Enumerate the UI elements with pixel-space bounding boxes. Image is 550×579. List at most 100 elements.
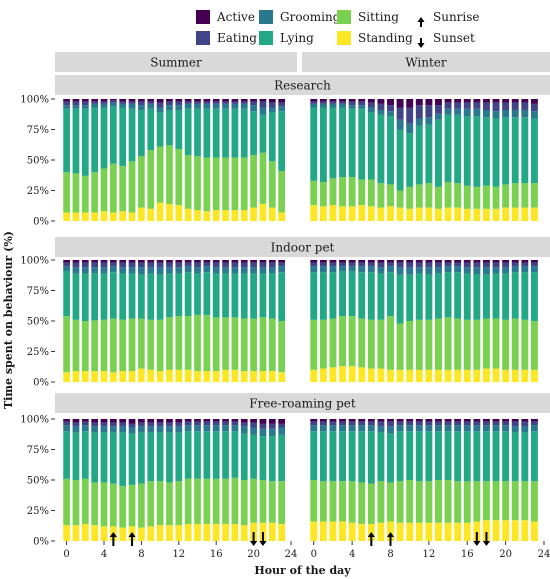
bar-research-summer-h10-lying	[156, 112, 164, 147]
bar-research-summer-h14-standing	[194, 210, 201, 221]
bar-research-summer-h19-eating	[240, 101, 248, 104]
bar-indoor-pet-summer-h2-eating	[81, 262, 89, 268]
bar-indoor-pet-summer-h9-eating	[147, 262, 155, 268]
bar-indoor-pet-summer-h11-grooming	[166, 267, 173, 274]
bar-free-roaming-pet-winter-h2-lying	[329, 431, 337, 482]
bar-research-winter-h1-grooming	[319, 103, 327, 108]
bar-indoor-pet-summer-h18-grooming	[231, 267, 239, 274]
bar-research-winter-h0-eating	[310, 101, 318, 104]
bar-free-roaming-pet-winter-h1-active	[319, 419, 327, 422]
bar-free-roaming-pet-summer-h21-sitting	[259, 480, 267, 523]
bar-free-roaming-pet-summer-h19-active	[240, 419, 248, 423]
bar-indoor-pet-winter-h4-lying	[348, 270, 356, 317]
bar-research-summer-h17-standing	[222, 210, 229, 221]
bar-indoor-pet-winter-h13-lying	[435, 273, 442, 319]
bar-free-roaming-pet-winter-h5-grooming	[358, 425, 366, 432]
bar-indoor-pet-summer-h22-grooming	[268, 267, 276, 274]
bar-free-roaming-pet-summer-h8-grooming	[138, 426, 145, 433]
bar-research-summer-h14-active	[194, 99, 201, 102]
bar-indoor-pet-summer-h5-active	[109, 260, 117, 263]
bar-research-summer-h4-eating	[100, 101, 108, 104]
bar-indoor-pet-winter-h6-active	[367, 260, 375, 263]
bar-indoor-pet-summer-h0-lying	[63, 270, 70, 317]
bar-indoor-pet-summer-h16-lying	[212, 273, 220, 318]
bar-research-winter-h9-active	[396, 99, 404, 108]
bar-free-roaming-pet-winter-h11-eating	[415, 421, 423, 426]
bar-free-roaming-pet-summer-h9-grooming	[147, 426, 155, 433]
bar-indoor-pet-winter-h9-active	[396, 260, 404, 263]
panel-indoor-pet-winter	[310, 260, 538, 382]
bar-research-winter-h2-eating	[329, 101, 337, 104]
bar-indoor-pet-summer-h2-sitting	[81, 321, 89, 372]
bar-indoor-pet-winter-h17-standing	[473, 369, 481, 382]
bar-research-winter-h10-sitting	[406, 186, 414, 209]
bar-research-winter-h6-grooming	[367, 107, 375, 113]
x-tick-label: 24	[285, 549, 298, 560]
bar-free-roaming-pet-winter-h9-sitting	[396, 481, 404, 523]
bar-research-summer-h23-active	[278, 99, 286, 103]
y-tick-label: 100%	[20, 95, 49, 106]
bar-free-roaming-pet-summer-h10-eating	[156, 422, 164, 427]
legend-label-grooming: Grooming	[280, 10, 341, 24]
bar-research-winter-h21-sitting	[511, 183, 519, 208]
bar-research-summer-h19-active	[240, 99, 248, 102]
bar-free-roaming-pet-summer-h3-lying	[91, 432, 99, 483]
bar-indoor-pet-winter-h6-standing	[367, 368, 375, 382]
bar-free-roaming-pet-summer-h23-active	[278, 419, 286, 424]
bar-research-winter-h17-sitting	[473, 186, 481, 209]
bar-free-roaming-pet-summer-h11-eating	[166, 422, 173, 427]
sunset-marker-summer-21	[259, 532, 267, 546]
bar-research-summer-h15-standing	[203, 211, 211, 221]
bar-research-winter-h15-sitting	[454, 183, 462, 208]
bar-research-winter-h1-active	[319, 99, 327, 102]
sunrise-marker-summer-7-head	[128, 532, 136, 537]
bar-research-winter-h9-eating	[396, 107, 404, 120]
bar-indoor-pet-winter-h4-sitting	[348, 316, 356, 367]
bar-research-summer-h13-standing	[184, 208, 192, 221]
bar-free-roaming-pet-summer-h15-grooming	[203, 425, 211, 432]
bar-indoor-pet-summer-h16-sitting	[212, 317, 220, 372]
bar-research-summer-h2-active	[81, 99, 89, 102]
bar-research-summer-h23-standing	[278, 212, 286, 221]
bar-research-winter-h18-eating	[482, 102, 490, 110]
bar-free-roaming-pet-winter-h18-eating	[482, 421, 490, 426]
y-tick-label: 75%	[27, 445, 49, 456]
bar-research-winter-h17-lying	[473, 116, 481, 187]
bar-free-roaming-pet-winter-h19-active	[492, 419, 500, 422]
bar-research-summer-h16-grooming	[212, 103, 220, 109]
bar-research-winter-h11-sitting	[415, 184, 423, 208]
bar-free-roaming-pet-summer-h23-lying	[278, 434, 286, 482]
bar-research-summer-h1-lying	[72, 108, 80, 174]
x-tick-label: 8	[138, 549, 144, 560]
bar-indoor-pet-winter-h12-lying	[425, 274, 433, 320]
bar-free-roaming-pet-summer-h14-sitting	[194, 478, 201, 524]
bar-indoor-pet-summer-h21-sitting	[259, 317, 267, 372]
bar-free-roaming-pet-summer-h14-active	[194, 419, 201, 422]
bar-free-roaming-pet-winter-h10-sitting	[406, 480, 414, 523]
x-tick-label: 16	[461, 549, 474, 560]
bar-indoor-pet-summer-h10-eating	[156, 262, 164, 268]
bar-indoor-pet-summer-h17-active	[222, 260, 229, 263]
bar-indoor-pet-winter-h9-grooming	[396, 267, 404, 275]
bar-research-winter-h0-lying	[310, 107, 318, 181]
bar-indoor-pet-summer-h13-grooming	[184, 266, 192, 273]
bar-indoor-pet-summer-h0-standing	[63, 372, 70, 382]
bar-free-roaming-pet-winter-h1-standing	[319, 521, 327, 541]
bar-free-roaming-pet-winter-h23-eating	[530, 421, 538, 426]
bar-indoor-pet-summer-h19-sitting	[240, 318, 248, 372]
bar-free-roaming-pet-summer-h13-active	[184, 419, 192, 422]
bar-free-roaming-pet-summer-h18-sitting	[231, 477, 239, 524]
bar-free-roaming-pet-summer-h4-grooming	[100, 426, 108, 433]
bar-free-roaming-pet-winter-h20-active	[502, 419, 510, 422]
bar-free-roaming-pet-summer-h2-standing	[81, 523, 89, 541]
bar-indoor-pet-winter-h23-sitting	[530, 321, 538, 370]
bar-indoor-pet-summer-h6-standing	[119, 371, 127, 382]
bar-research-winter-h20-active	[502, 99, 510, 103]
bar-research-winter-h19-sitting	[492, 186, 500, 209]
bar-free-roaming-pet-summer-h6-active	[119, 419, 127, 423]
bar-indoor-pet-summer-h15-standing	[203, 371, 211, 382]
bar-research-winter-h14-standing	[444, 207, 452, 221]
strip-indoor-pet	[55, 237, 550, 257]
bar-indoor-pet-winter-h16-lying	[463, 273, 471, 320]
bar-indoor-pet-summer-h9-sitting	[147, 319, 155, 370]
